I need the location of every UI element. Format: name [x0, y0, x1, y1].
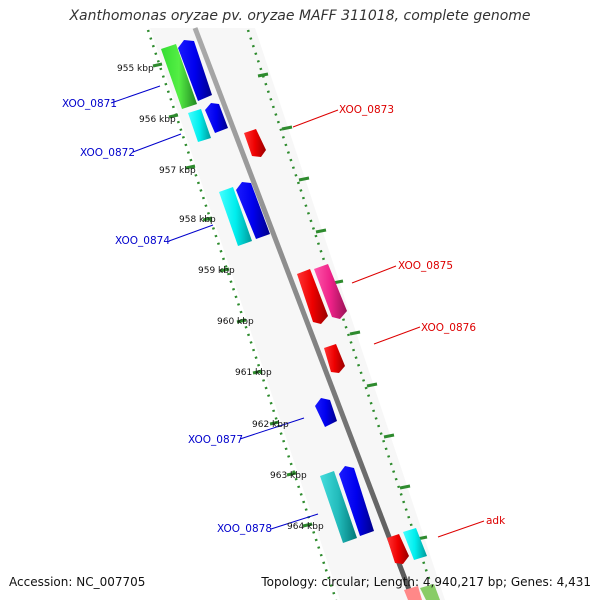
genome-axis: [192, 27, 416, 600]
minus-major-ticks: [152, 62, 313, 528]
kbp-label: 958 kbp: [179, 215, 216, 225]
gene-label-XOO_0877[interactable]: XOO_0877: [188, 434, 243, 446]
gene-XOO_0876[interactable]: [324, 344, 345, 373]
kbp-label: 959 kbp: [198, 266, 235, 276]
map-title: Xanthomonas oryzae pv. oryzae MAFF 31101…: [69, 8, 531, 24]
kbp-label: 964 kbp: [287, 522, 324, 532]
gene-label-XOO_0876[interactable]: XOO_0876: [421, 322, 476, 334]
topology-text: Topology: circular; Length: 4,940,217 bp…: [261, 575, 591, 589]
gene-label-XOO_0874[interactable]: XOO_0874: [115, 235, 170, 247]
track-band: [150, 28, 445, 600]
leader-lines: [110, 85, 485, 538]
kbp-label: 955 kbp: [117, 64, 154, 74]
gene-label-XOO_0872[interactable]: XOO_0872: [80, 147, 135, 159]
gene-XOO_0875[interactable]: [297, 264, 347, 324]
accession-text: Accession: NC_007705: [9, 575, 146, 589]
gene-XOO_0877[interactable]: [315, 398, 337, 427]
kbp-label: 961 kbp: [235, 368, 272, 378]
gene-adk[interactable]: [387, 528, 440, 600]
gene-XOO_0878[interactable]: [320, 466, 374, 543]
kbp-labels: 955 kbp 956 kbp 957 kbp 958 kbp 959 kbp …: [117, 64, 324, 532]
gene-label-XOO_0878[interactable]: XOO_0878: [217, 523, 272, 535]
gene-label-XOO_0875[interactable]: XOO_0875: [398, 260, 453, 272]
gene-XOO_0871[interactable]: [161, 40, 212, 109]
gene-labels: XOO_0871 XOO_0872 XOO_0873 XOO_0874 XOO_…: [62, 98, 506, 535]
kbp-label: 957 kbp: [159, 166, 196, 176]
kbp-label: 963 kbp: [270, 471, 307, 481]
gene-label-XOO_0871[interactable]: XOO_0871: [62, 98, 117, 110]
gene-XOO_0874[interactable]: [219, 182, 270, 246]
gene-XOO_0873[interactable]: [244, 129, 266, 157]
gene-label-adk[interactable]: adk: [486, 515, 506, 527]
gene-XOO_0872[interactable]: [188, 103, 228, 142]
kbp-label: 956 kbp: [139, 115, 176, 125]
gene-label-XOO_0873[interactable]: XOO_0873: [339, 104, 394, 116]
kbp-label: 960 kbp: [217, 317, 254, 327]
kbp-label: 962 kbp: [252, 420, 289, 430]
